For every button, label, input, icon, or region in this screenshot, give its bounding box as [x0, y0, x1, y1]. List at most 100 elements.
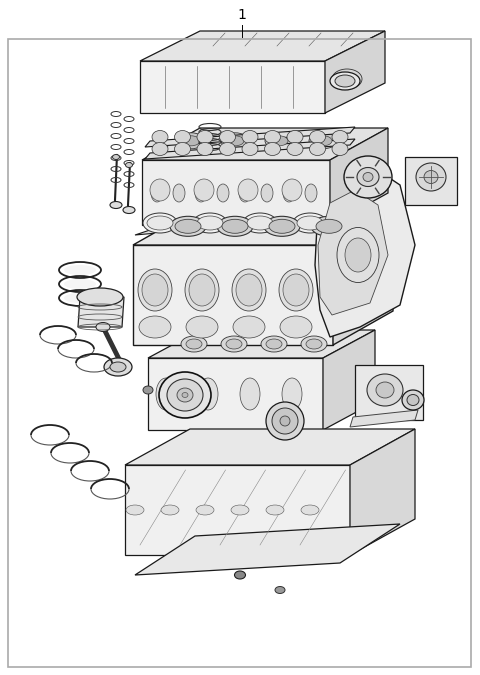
Ellipse shape	[197, 142, 213, 155]
Polygon shape	[315, 165, 415, 337]
Polygon shape	[140, 31, 385, 61]
Ellipse shape	[235, 571, 245, 579]
Polygon shape	[140, 61, 325, 113]
Ellipse shape	[345, 238, 371, 272]
Polygon shape	[330, 128, 388, 225]
Polygon shape	[148, 358, 323, 430]
Ellipse shape	[283, 184, 295, 202]
Ellipse shape	[310, 142, 325, 155]
Ellipse shape	[293, 213, 327, 233]
Ellipse shape	[186, 339, 202, 349]
Ellipse shape	[110, 362, 126, 372]
Ellipse shape	[156, 378, 176, 410]
Ellipse shape	[167, 379, 203, 411]
Ellipse shape	[337, 227, 379, 283]
Ellipse shape	[196, 505, 214, 515]
Ellipse shape	[189, 274, 215, 306]
Ellipse shape	[363, 173, 373, 182]
Ellipse shape	[198, 378, 218, 410]
Polygon shape	[148, 330, 375, 358]
Ellipse shape	[344, 156, 392, 198]
Polygon shape	[145, 127, 355, 147]
Ellipse shape	[239, 184, 251, 202]
Ellipse shape	[265, 133, 293, 148]
Ellipse shape	[104, 358, 132, 376]
Ellipse shape	[311, 216, 347, 236]
Polygon shape	[142, 128, 388, 160]
Ellipse shape	[309, 133, 337, 148]
Ellipse shape	[269, 219, 295, 234]
Ellipse shape	[280, 316, 312, 338]
Ellipse shape	[125, 163, 132, 167]
Ellipse shape	[424, 171, 438, 184]
Ellipse shape	[159, 372, 211, 418]
Ellipse shape	[150, 179, 170, 201]
Polygon shape	[133, 245, 333, 345]
Bar	[355, 365, 423, 420]
Ellipse shape	[217, 184, 229, 202]
Ellipse shape	[177, 388, 193, 402]
Polygon shape	[333, 211, 393, 345]
Ellipse shape	[161, 505, 179, 515]
Ellipse shape	[283, 274, 309, 306]
Polygon shape	[133, 211, 393, 245]
Ellipse shape	[264, 130, 280, 144]
Ellipse shape	[219, 130, 236, 144]
Ellipse shape	[193, 213, 227, 233]
Ellipse shape	[186, 316, 218, 338]
Ellipse shape	[266, 505, 284, 515]
Ellipse shape	[112, 155, 120, 159]
Ellipse shape	[170, 216, 206, 236]
Ellipse shape	[177, 133, 205, 148]
Ellipse shape	[314, 136, 332, 146]
Ellipse shape	[152, 130, 168, 144]
Ellipse shape	[197, 216, 223, 230]
Ellipse shape	[247, 216, 273, 230]
Polygon shape	[142, 160, 330, 225]
Ellipse shape	[261, 336, 287, 352]
Ellipse shape	[272, 408, 298, 434]
Ellipse shape	[217, 216, 253, 236]
Polygon shape	[323, 330, 375, 430]
Ellipse shape	[219, 142, 236, 155]
Ellipse shape	[182, 136, 200, 146]
Ellipse shape	[301, 336, 327, 352]
Ellipse shape	[301, 505, 319, 515]
Ellipse shape	[287, 130, 303, 144]
Ellipse shape	[181, 336, 207, 352]
Ellipse shape	[238, 179, 258, 201]
Ellipse shape	[242, 142, 258, 155]
Ellipse shape	[151, 184, 163, 202]
Bar	[405, 157, 457, 205]
Ellipse shape	[110, 202, 122, 209]
Ellipse shape	[77, 288, 123, 306]
Polygon shape	[145, 139, 355, 159]
Ellipse shape	[416, 163, 446, 191]
Ellipse shape	[123, 207, 135, 213]
Ellipse shape	[266, 402, 304, 440]
Ellipse shape	[310, 130, 325, 144]
Ellipse shape	[332, 142, 348, 155]
Ellipse shape	[264, 142, 280, 155]
Polygon shape	[135, 524, 400, 575]
Ellipse shape	[231, 505, 249, 515]
Polygon shape	[125, 465, 350, 555]
Ellipse shape	[270, 136, 288, 146]
Ellipse shape	[142, 274, 168, 306]
Ellipse shape	[280, 416, 290, 426]
Ellipse shape	[316, 219, 342, 234]
Ellipse shape	[182, 392, 188, 398]
Ellipse shape	[264, 216, 300, 236]
Ellipse shape	[240, 378, 260, 410]
Polygon shape	[135, 197, 390, 235]
Ellipse shape	[197, 130, 213, 144]
Ellipse shape	[222, 219, 248, 234]
Ellipse shape	[221, 336, 247, 352]
Polygon shape	[350, 410, 418, 427]
Ellipse shape	[96, 323, 110, 331]
Ellipse shape	[143, 213, 177, 233]
Ellipse shape	[221, 133, 249, 148]
Ellipse shape	[226, 339, 242, 349]
Ellipse shape	[138, 269, 172, 311]
Ellipse shape	[152, 142, 168, 155]
